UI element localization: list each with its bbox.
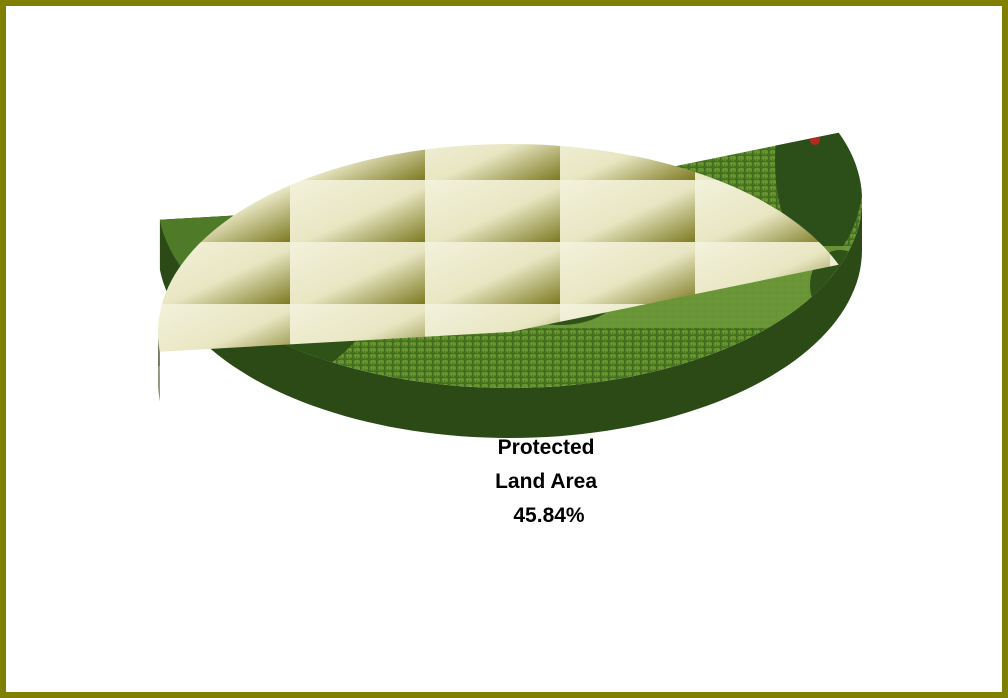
- slice-label-line-2: Land Area: [495, 470, 597, 493]
- pie-slice-other-side: [159, 200, 862, 438]
- pie-slice-protected-side: [158, 332, 160, 402]
- pie-slice-protected-land-area: [158, 144, 839, 402]
- pie-slice-protected-top: [158, 144, 839, 352]
- slice-label-line-1: Protected: [498, 436, 595, 459]
- slice-label-line-3: 45.84%: [513, 504, 585, 527]
- slice-label-protected-land-area: Protected Land Area 45.84%: [495, 436, 603, 527]
